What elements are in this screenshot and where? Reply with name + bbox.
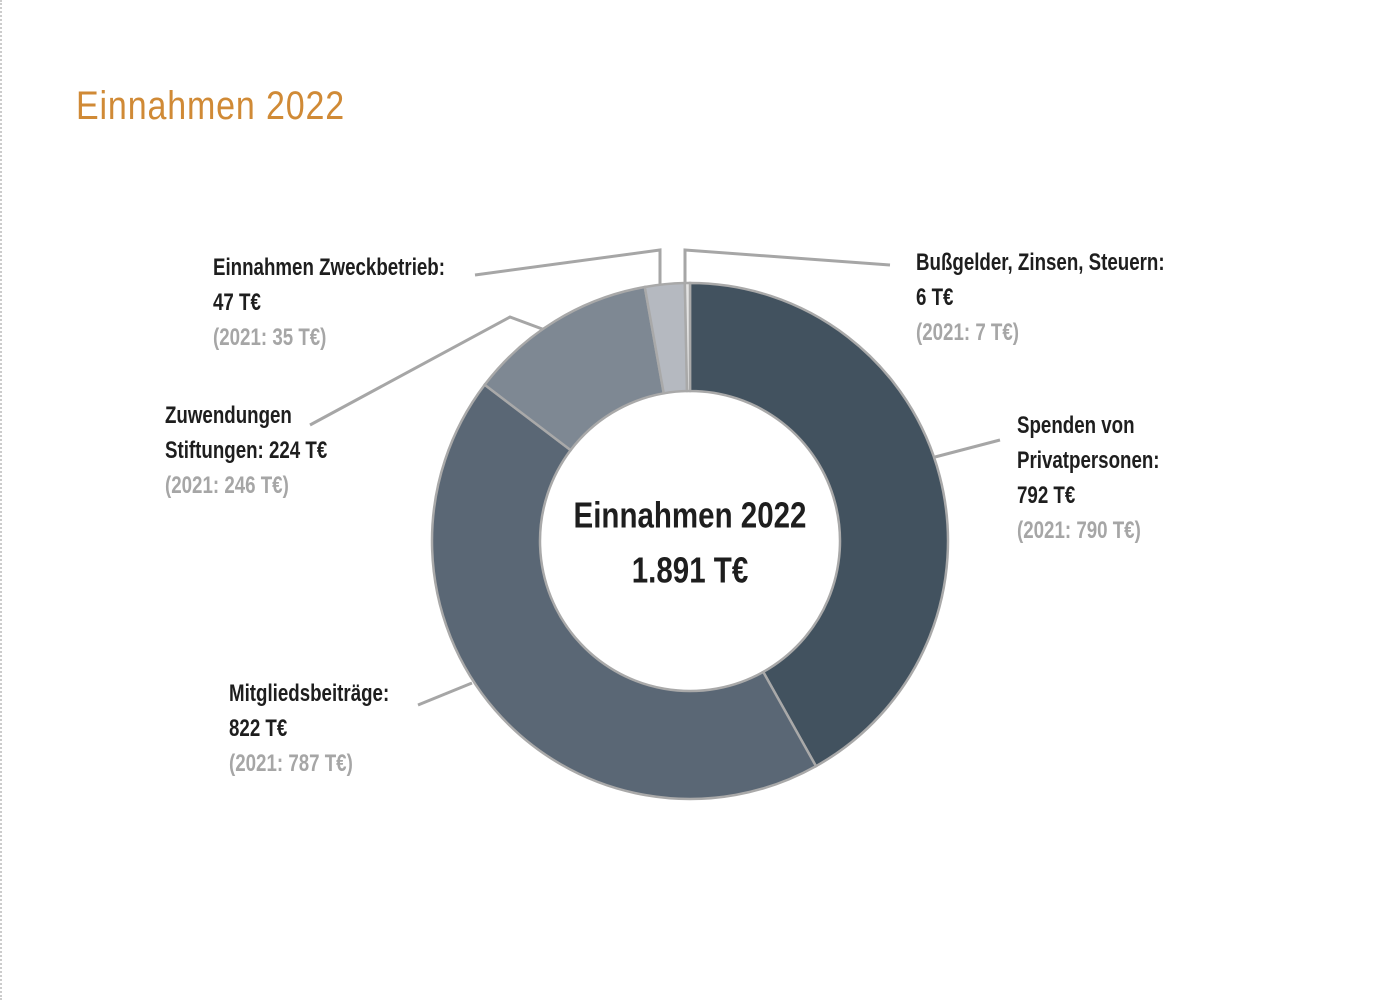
slice-label: Spenden von Privatpersonen: 792 T€ (2021: … xyxy=(1017,408,1173,548)
value-label: 792 T€ xyxy=(1017,482,1076,509)
category-label: Einnahmen Zweckbetrieb: xyxy=(213,254,445,281)
previous-year-label: (2021: 35 T€) xyxy=(213,324,327,351)
slice-label: Zuwendungen Stiftungen: 224 T€ (2021: 246… xyxy=(165,398,360,503)
donut-slice xyxy=(430,383,818,801)
previous-year-label: (2021: 7 T€) xyxy=(916,319,1020,346)
page-edge xyxy=(0,0,2,1000)
leader-line xyxy=(683,248,891,283)
category-label: Mitgliedsbeiträge: xyxy=(229,680,390,707)
donut-slice xyxy=(688,281,950,768)
previous-year-label: (2021: 787 T€) xyxy=(229,750,353,777)
value-label: 224 T€ xyxy=(268,437,328,464)
value-label: 822 T€ xyxy=(229,715,288,742)
center-value: 1.891 T€ xyxy=(632,550,748,590)
leader-line xyxy=(934,438,1001,459)
page-title: Einnahmen 2022 xyxy=(76,84,345,128)
category-label: Spenden von Privatpersonen: xyxy=(1017,412,1160,474)
previous-year-label: (2021: 246 T€) xyxy=(165,472,289,499)
leader-line xyxy=(417,681,473,707)
slice-label: Einnahmen Zweckbetrieb: 47 T€ (2021: 35 T€… xyxy=(213,250,494,355)
center-title: Einnahmen 2022 xyxy=(574,495,807,535)
category-label: Bußgelder, Zinsen, Steuern: xyxy=(916,249,1165,276)
donut-slice xyxy=(683,281,692,393)
slice-label: Bußgelder, Zinsen, Steuern: 6 T€ (2021: 7 … xyxy=(916,245,1197,350)
category-label: Zuwendungen Stiftungen: xyxy=(165,402,292,464)
value-label: 6 T€ xyxy=(916,284,954,311)
value-label: 47 T€ xyxy=(213,289,261,316)
previous-year-label: (2021: 790 T€) xyxy=(1017,517,1141,544)
leader-line xyxy=(309,315,546,427)
slice-label: Mitgliedsbeiträge: 822 T€ (2021: 787 T€) xyxy=(229,676,432,781)
leader-line xyxy=(474,248,662,285)
